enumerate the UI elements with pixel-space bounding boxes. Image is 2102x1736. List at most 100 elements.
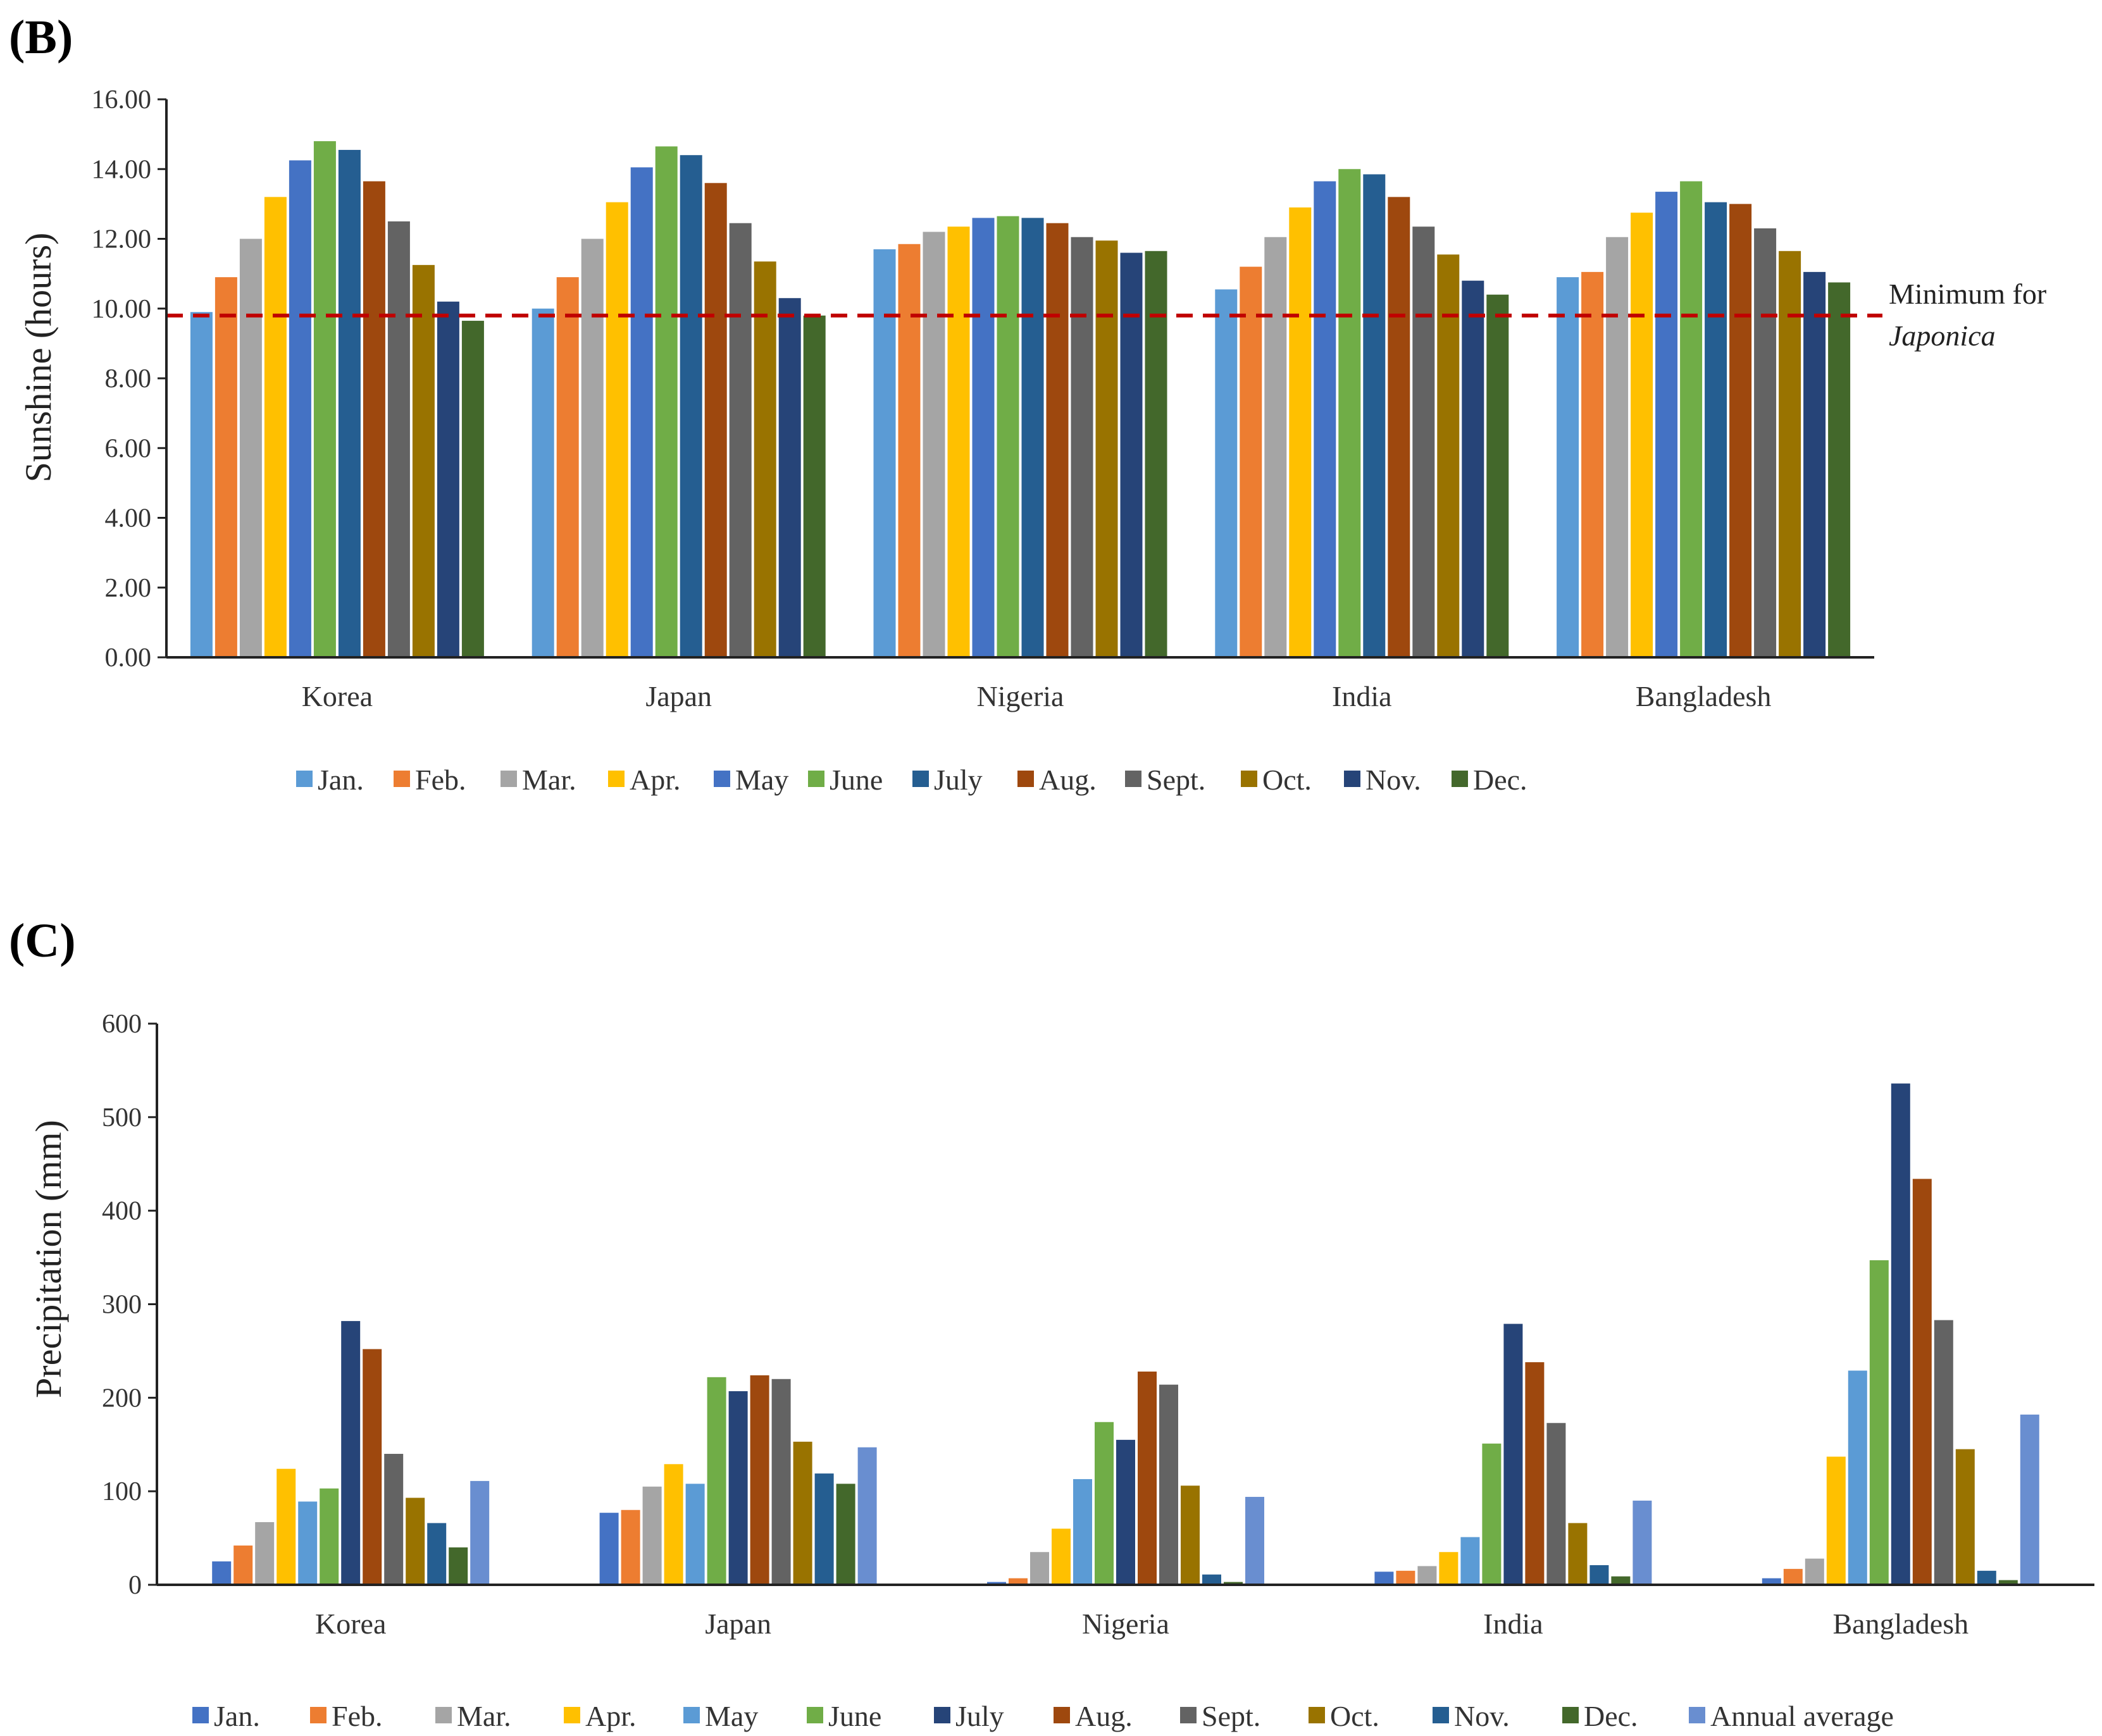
legend-swatch-jan <box>192 1707 209 1723</box>
legend-label-mar: Mar. <box>457 1700 511 1732</box>
threshold-label-line1: Minimum for <box>1889 278 2046 310</box>
category-labels: Korea Japan Nigeria India Bangladesh <box>315 1608 1968 1640</box>
bar-nigeria-sept <box>1159 1384 1178 1585</box>
bar-india-mar <box>1417 1566 1437 1585</box>
legend-label-jan: Jan. <box>214 1700 260 1732</box>
bar-japan-july <box>680 155 702 657</box>
bar-india-june <box>1482 1443 1502 1585</box>
y-tick-label: 4.00 <box>105 504 152 533</box>
bar-japan-aug <box>750 1375 769 1585</box>
legend-label-aug: Aug. <box>1039 764 1097 796</box>
legend-label-oct: Oct. <box>1262 764 1312 796</box>
bar-bangladesh-aug <box>1912 1179 1932 1585</box>
bar-japan-may <box>685 1484 705 1585</box>
bar-nigeria-oct <box>1181 1485 1200 1585</box>
bar-bangladesh-june <box>1680 181 1703 657</box>
legend-label-june: June <box>828 1700 881 1732</box>
legend-label-may: May <box>705 1700 758 1732</box>
bar-india-aug <box>1525 1362 1545 1585</box>
legend-label-june: June <box>830 764 883 796</box>
bar-korea-dec <box>449 1547 468 1585</box>
bar-japan-oct <box>793 1441 812 1585</box>
bar-bangladesh-nov <box>1803 271 1826 657</box>
bar-nigeria-may <box>972 218 995 657</box>
bar-nigeria-july <box>1021 218 1044 657</box>
category-label-bangladesh: Bangladesh <box>1636 680 1772 712</box>
bar-nigeria-apr <box>947 226 970 657</box>
bar-japan-mar <box>581 239 604 657</box>
bar-korea-june <box>313 141 336 657</box>
legend-label-nov: Nov. <box>1365 764 1421 796</box>
bar-japan-feb <box>621 1510 640 1585</box>
legend-swatch-apr <box>608 771 625 787</box>
legend-swatch-apr <box>564 1707 580 1723</box>
bar-japan-apr <box>664 1464 683 1585</box>
bar-nigeria-june <box>997 216 1019 657</box>
bar-korea-july <box>341 1321 361 1585</box>
bar-bangladesh-oct <box>1955 1449 1975 1585</box>
bar-korea-jan <box>190 312 213 657</box>
bar-bangladesh-july <box>1891 1083 1910 1585</box>
y-tick-label: 12.00 <box>92 225 152 254</box>
bar-japan-jan <box>599 1513 619 1585</box>
legend-label-nov: Nov. <box>1454 1700 1510 1732</box>
legend-label-may: May <box>735 764 788 796</box>
legend-swatch-nov <box>1344 771 1360 787</box>
bar-bangladesh-apr <box>1826 1456 1846 1585</box>
legend-label-apr: Apr. <box>585 1700 637 1732</box>
bar-india-apr <box>1439 1552 1458 1585</box>
bar-japan-apr <box>606 202 628 657</box>
legend-swatch-jan <box>296 771 313 787</box>
bar-india-feb <box>1396 1570 1415 1585</box>
bar-bangladesh-jan <box>1557 277 1579 657</box>
bar-korea-oct <box>406 1497 425 1585</box>
legend-label-jan: Jan. <box>318 764 364 796</box>
bar-japan-jan <box>532 308 554 657</box>
bar-india-nov <box>1462 280 1484 657</box>
bar-india-oct <box>1568 1523 1588 1585</box>
bar-japan-sept <box>771 1379 791 1585</box>
bar-korea-nov <box>427 1523 447 1585</box>
bar-japan-mar <box>642 1486 662 1585</box>
bar-korea-june <box>320 1488 339 1585</box>
threshold-label-line2: Japonica <box>1889 319 1996 352</box>
y-tick-label: 400 <box>102 1197 142 1226</box>
bar-bangladesh-oct <box>1779 251 1801 657</box>
legend-swatch-feb <box>310 1707 326 1723</box>
bar-japan-june <box>707 1377 726 1585</box>
bar-korea-july <box>338 149 361 657</box>
bar-korea-aug <box>363 181 385 657</box>
bar-india-annual-average <box>1632 1500 1652 1585</box>
bar-nigeria-sept <box>1071 237 1093 657</box>
bar-nigeria-dec <box>1224 1582 1243 1585</box>
bar-bangladesh-july <box>1705 202 1727 657</box>
bar-nigeria-jan <box>987 1582 1006 1585</box>
bar-korea-apr <box>264 197 287 658</box>
y-tick-label: 16.00 <box>92 85 152 115</box>
sunshine-chart: (B) Sunshine (hours) 0.00 2.00 4.00 6.00 8.0… <box>9 11 2046 796</box>
bar-japan-sept <box>729 223 752 658</box>
bar-india-nov <box>1589 1565 1609 1585</box>
bar-korea-may <box>289 160 311 657</box>
bar-bangladesh-mar <box>1805 1558 1824 1585</box>
y-tick-label: 200 <box>102 1384 142 1413</box>
bar-india-sept <box>1412 226 1435 657</box>
y-tick-label: 0.00 <box>105 643 152 673</box>
bar-korea-mar <box>255 1522 275 1585</box>
legend-label-dec: Dec. <box>1473 764 1527 796</box>
bar-india-july <box>1503 1324 1523 1585</box>
bar-india-july <box>1363 174 1386 657</box>
category-label-korea: Korea <box>315 1608 386 1640</box>
category-label-nigeria: Nigeria <box>1082 1608 1169 1640</box>
legend-swatch-oct <box>1241 771 1257 787</box>
legend: Jan. Feb. Mar. Apr. May June July Aug. Sept. Oct.… <box>296 764 1527 796</box>
bar-india-apr <box>1289 207 1312 657</box>
legend-swatch-mar <box>435 1707 452 1723</box>
category-label-india: India <box>1332 680 1392 712</box>
bar-bangladesh-annual-average <box>2020 1414 2039 1585</box>
bar-india-sept <box>1546 1423 1566 1585</box>
legend-swatch-june <box>807 1707 823 1723</box>
bar-nigeria-feb <box>1009 1578 1028 1585</box>
bar-japan-oct <box>754 261 776 657</box>
